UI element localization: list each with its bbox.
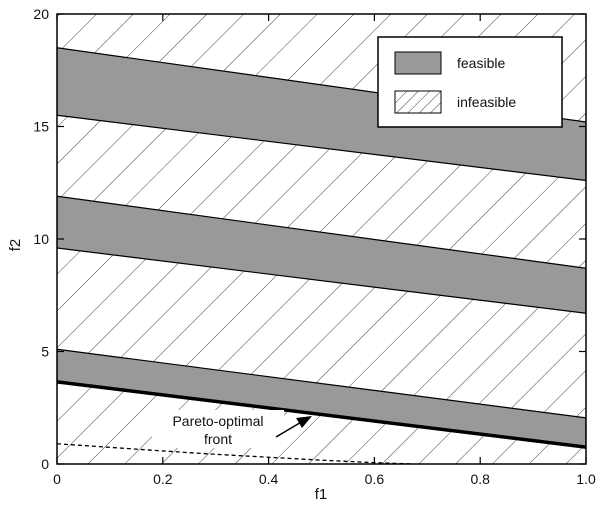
pareto-front-line [57,380,586,449]
legend-swatch-infeasible [394,90,442,114]
x-tick-label: 0 [53,471,61,487]
annotation-arrow-head [296,416,312,428]
annotation-line-2: front [204,431,232,447]
legend-label-feasible: feasible [457,55,505,71]
x-tick-label: 0.2 [153,471,173,487]
x-tick-label: 0.6 [365,471,385,487]
feasible-band-1 [57,348,586,448]
y-tick-label: 10 [33,231,49,247]
x-tick-label: 1.0 [576,471,596,487]
feasible-band-2 [57,195,586,314]
annotation-line-1: Pareto-optimal [172,413,263,429]
annotation-arrow-shaft [275,420,304,438]
x-axis-label: f1 [315,486,328,503]
pareto-annotation: Pareto-optimal front [152,410,312,448]
y-tick-label: 0 [41,456,49,472]
feasible-regions [57,47,586,448]
x-tick-label: 0.8 [470,471,490,487]
annotation-backdrop [152,410,284,448]
axis-ticks: 0 0.2 0.4 0.6 0.8 1.0 0 5 10 15 20 [33,6,596,487]
legend: feasible infeasible [377,36,563,128]
x-tick-label: 0.4 [259,471,279,487]
legend-label-infeasible: infeasible [457,94,516,110]
y-axis-label: f2 [7,239,24,252]
y-tick-label: 5 [41,344,49,360]
legend-swatch-feasible [394,51,442,75]
y-tick-label: 20 [33,6,49,22]
y-tick-label: 15 [33,119,49,135]
